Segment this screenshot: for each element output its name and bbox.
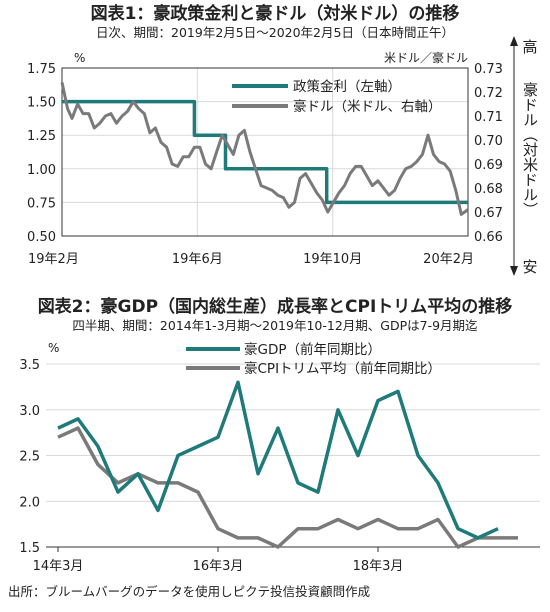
chart-2-legend: 豪GDP（前年同期比） 豪CPIトリム平均（前年同期比）	[186, 341, 441, 377]
chart-1-legend: 政策金利（左軸） 豪ドル（米ドル、右軸）	[232, 78, 442, 115]
chart-1-right-tick-label: 0.69	[474, 158, 503, 173]
chart-2-tick-label: 2.5	[19, 450, 40, 465]
chart-1-right-tick-label: 0.72	[474, 86, 503, 101]
chart-2-x-tick-label: 14年3月	[33, 559, 84, 574]
arrow-top-label: 高	[522, 38, 537, 56]
chart-1-x-tick-labels: 19年2月 19年6月 19年10月 20年2月	[28, 252, 474, 267]
gdp-line	[57, 380, 499, 540]
chart-2-tick-label: 3.5	[19, 358, 40, 373]
chart-2-title: 図表2：豪GDP（国内総生産）成長率とCPIトリム平均の推移	[38, 296, 513, 317]
chart-1-subtitle: 日次、期間：2019年2月5日〜2020年2月5日（日本時間正午）	[96, 25, 454, 40]
chart-1-right-tick-label: 0.68	[474, 182, 503, 197]
chart-1-right-unit: 米ドル／豪ドル	[384, 50, 468, 65]
chart-1-right-tick-label: 0.71	[474, 110, 503, 125]
cpi-trimmed-mean-line	[57, 426, 518, 549]
chart-2-tick-label: 2.0	[19, 495, 40, 510]
chart-1-left-tick-label: 1.00	[27, 163, 56, 178]
chart-2-unit: %	[48, 341, 59, 355]
policy-rate-line	[62, 99, 468, 205]
chart-1-series	[60, 82, 469, 216]
chart-2-tick-label: 3.0	[19, 404, 40, 419]
chart-1: 図表1：豪政策金利と豪ドル（対米ドル）の推移 日次、期間：2019年2月5日〜2…	[27, 3, 539, 276]
chart-1-right-tick-labels: 0.73 0.72 0.71 0.70 0.69 0.68 0.67 0.66	[474, 62, 503, 245]
chart-1-legend-label-aud: 豪ドル（米ドル、右軸）	[293, 99, 442, 115]
chart-1-left-tick-label: 1.50	[27, 96, 56, 111]
chart-2-tick-label: 1.5	[19, 541, 40, 556]
chart-1-x-tick-label: 20年2月	[423, 252, 474, 267]
chart-2-tick-labels: 3.5 3.0 2.5 2.0 1.5	[19, 358, 40, 556]
chart-1-left-tick-label: 1.75	[27, 62, 56, 77]
aud-usd-line	[60, 82, 469, 216]
arrow-middle-label: 豪ドル（対米ドル）	[521, 81, 539, 217]
chart-1-title: 図表1：豪政策金利と豪ドル（対米ドル）の推移	[91, 3, 460, 24]
chart-1-right-tick-label: 0.67	[474, 206, 503, 221]
chart-1-legend-label-policy-rate: 政策金利（左軸）	[293, 78, 401, 95]
chart-1-right-tick-label: 0.66	[474, 230, 503, 245]
chart-1-right-tick-label: 0.73	[474, 62, 503, 77]
chart-2-x-tick-label: 16年3月	[193, 559, 244, 574]
chart-2-gridlines	[46, 363, 540, 552]
chart-2: 図表2：豪GDP（国内総生産）成長率とCPIトリム平均の推移 四半期、期間：20…	[8, 296, 540, 599]
chart-1-x-tick-label: 19年10月	[303, 252, 362, 267]
chart-1-plot-frame	[61, 67, 469, 237]
arrow-down-head	[510, 266, 518, 276]
chart-2-legend-label-gdp: 豪GDP（前年同期比）	[244, 341, 381, 358]
chart-1-x-tick-label: 19年6月	[172, 252, 223, 267]
chart-1-x-tick-label: 19年2月	[28, 252, 79, 267]
chart-1-direction-arrow: 高 豪ドル（対米ドル） 安	[510, 36, 539, 276]
chart-2-x-tick-labels: 14年3月 16年3月 18年3月	[33, 559, 404, 574]
arrow-bottom-label: 安	[522, 258, 537, 276]
chart-1-left-tick-label: 0.75	[27, 196, 56, 211]
chart-1-right-tick-label: 0.70	[474, 134, 503, 149]
chart-1-left-tick-label: 1.25	[27, 129, 56, 144]
chart-2-legend-label-cpi: 豪CPIトリム平均（前年同期比）	[244, 360, 441, 377]
arrow-up-head	[510, 36, 518, 46]
source-note: 出所：ブルームバーグのデータを使用しピクテ投信投資顧問作成	[8, 584, 370, 599]
chart-2-subtitle: 四半期、期間：2014年1-3月期〜2019年10-12月期、GDPは7-9月期…	[72, 318, 478, 333]
chart-1-left-tick-labels: 1.75 1.50 1.25 1.00 0.75 0.50	[27, 62, 56, 245]
chart-1-left-tick-label: 0.50	[27, 230, 56, 245]
chart-1-gridlines	[61, 67, 469, 237]
chart-1-left-unit: %	[74, 51, 85, 65]
chart-2-series	[57, 380, 518, 549]
chart-2-x-tick-label: 18年3月	[353, 559, 404, 574]
